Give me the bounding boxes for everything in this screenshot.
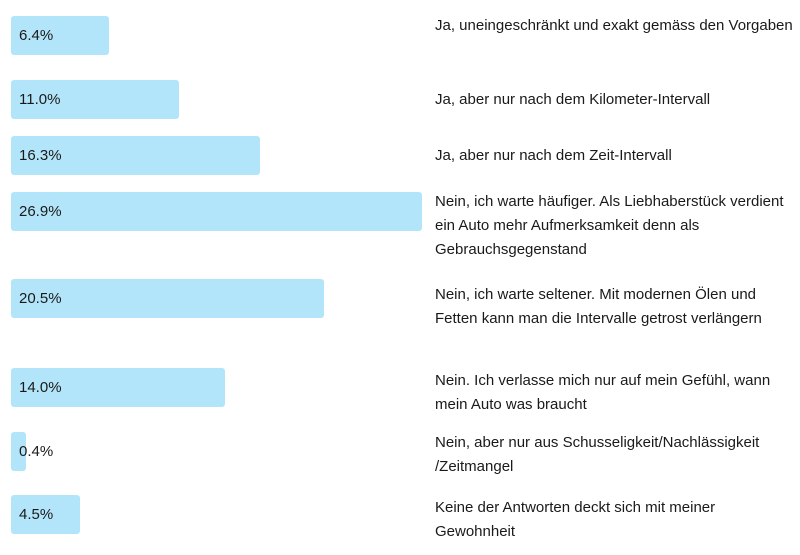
bar	[11, 16, 109, 55]
category-label: Nein, ich warte häufiger. Als Liebhabers…	[435, 193, 784, 258]
bar-value-label: 20.5%	[19, 290, 62, 307]
category-label: Keine der Antworten deckt sich mit meine…	[435, 499, 716, 540]
bar-value-label: 14.0%	[19, 379, 62, 396]
bar-value-label: 6.4%	[19, 27, 54, 44]
bar	[11, 432, 26, 471]
bar-value-label: 0.4%	[19, 443, 54, 460]
category-label: Nein, ich warte seltener. Mit modernen Ö…	[435, 286, 762, 327]
bar	[11, 495, 80, 534]
bar	[11, 80, 180, 119]
bar-value-label: 26.9%	[19, 203, 62, 220]
bar	[11, 192, 422, 231]
bar-value-label: 16.3%	[19, 147, 62, 164]
bar-value-label: 4.5%	[19, 506, 54, 523]
bar	[11, 368, 225, 407]
category-label: Nein, aber nur aus Schusseligkeit/Nachlä…	[435, 434, 760, 475]
bar	[11, 136, 261, 175]
bar-value-label: 11.0%	[19, 91, 61, 108]
bar	[11, 279, 325, 318]
category-label: Nein. Ich verlasse mich nur auf mein Gef…	[435, 372, 771, 413]
category-label: Ja, aber nur nach dem Kilometer-Interval…	[435, 91, 711, 108]
category-label: Ja, aber nur nach dem Zeit-Intervall	[435, 147, 672, 164]
category-label: Ja, uneingeschränkt und exakt gemäss den…	[435, 17, 793, 34]
